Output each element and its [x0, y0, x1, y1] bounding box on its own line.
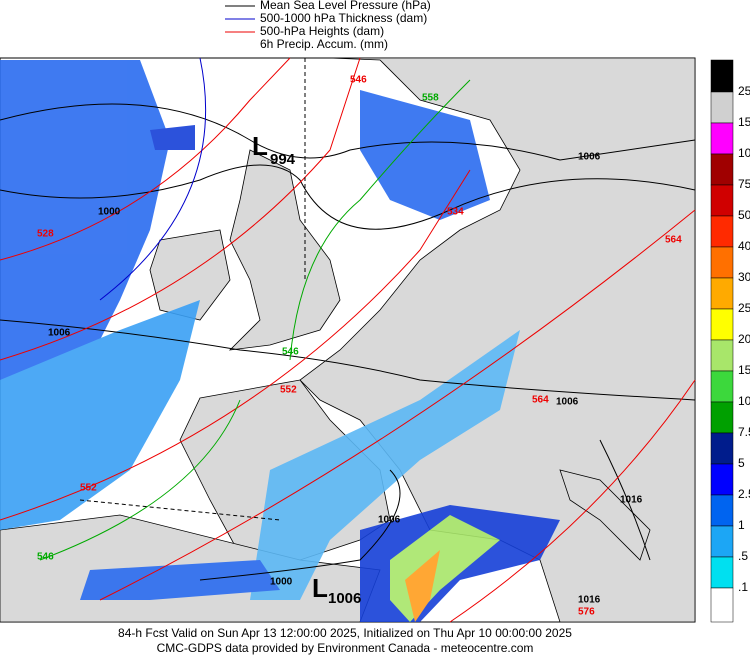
map-label: 1006	[556, 397, 579, 408]
colorbar-label: 2.5	[738, 487, 750, 501]
colorbar-swatch	[710, 215, 734, 248]
footer-text: CMC-GDPS data provided by Environment Ca…	[157, 641, 534, 655]
colorbar-label: 15	[738, 363, 750, 377]
land-ireland	[149, 229, 231, 321]
map-label: 546	[350, 75, 367, 86]
map-label: 558	[422, 93, 439, 104]
precip-area	[150, 125, 195, 150]
colorbar-label: 75	[738, 177, 750, 191]
precip-area	[80, 560, 280, 600]
colorbar-swatch	[710, 556, 734, 589]
map-label: 1006	[378, 515, 401, 526]
colorbar-label: 1	[738, 518, 745, 532]
map-label: 546	[37, 552, 54, 563]
map-label: 1016	[578, 595, 601, 606]
map-label: 528	[37, 229, 54, 240]
isobar	[599, 439, 651, 561]
thickness-line	[99, 57, 207, 301]
legend-label: 6h Precip. Accum. (mm)	[260, 37, 388, 51]
legend-label: 500-hPa Heights (dam)	[260, 24, 384, 38]
map-label: 564	[665, 235, 682, 246]
colorbar-label: 10	[738, 394, 750, 408]
colorbar-swatch	[710, 525, 734, 558]
colorbar-label: .1	[738, 580, 748, 594]
precip-area	[0, 60, 170, 440]
isobar	[199, 469, 401, 581]
legend-label: Mean Sea Level Pressure (hPa)	[260, 0, 431, 12]
colorbar-swatch	[710, 432, 734, 465]
colorbar-swatch	[710, 463, 734, 496]
precipitation	[0, 60, 560, 622]
height-line	[449, 379, 696, 623]
colorbar-swatch	[710, 494, 734, 527]
colorbar-swatch	[710, 370, 734, 403]
map-label: 1016	[620, 495, 643, 506]
colorbar: 250 150 100 75 50 40 30 25 20 15 10 7.5 5 2.5 1 .5 .1	[710, 59, 750, 623]
colorbar-label: 25	[738, 301, 750, 315]
map-label: 564	[532, 395, 549, 406]
precip-area	[250, 330, 520, 600]
colorbar-label: 250	[738, 84, 750, 98]
colorbar-label: 150	[738, 115, 750, 129]
colorbar-label: 20	[738, 332, 750, 346]
colorbar-swatch	[710, 184, 734, 217]
colorbar-label: 30	[738, 270, 750, 284]
colorbar-label: .5	[738, 549, 748, 563]
colorbar-swatch	[710, 59, 734, 93]
map-label: 1006	[578, 152, 601, 163]
map-label: 534	[447, 207, 464, 218]
colorbar-label: 40	[738, 239, 750, 253]
colorbar-swatch	[710, 91, 734, 124]
isobar	[0, 164, 696, 230]
legend-label: 500-1000 hPa Thickness (dam)	[260, 11, 427, 25]
colorbar-swatch	[710, 308, 734, 341]
colorbar-swatch	[710, 339, 734, 372]
isobar	[0, 103, 696, 161]
colorbar-label: 7.5	[738, 425, 750, 439]
height-line	[0, 169, 471, 521]
height-line	[99, 209, 696, 601]
map-label: 1006	[48, 328, 71, 339]
map-label: 552	[280, 385, 297, 396]
map-label: 1000	[270, 577, 293, 588]
precip-area	[0, 300, 200, 530]
footer-text: 84-h Fcst Valid on Sun Apr 13 12:00:00 2…	[118, 626, 572, 640]
map-label: L	[312, 573, 328, 603]
thickness-line	[39, 399, 241, 561]
colorbar-swatch	[710, 401, 734, 434]
precip-area	[360, 90, 490, 220]
map-label: 994	[270, 151, 296, 168]
map-label: 1006	[328, 590, 361, 607]
map-label: 552	[80, 483, 97, 494]
colorbar-swatch	[710, 153, 734, 186]
colorbar-label: 5	[738, 456, 745, 470]
map-label: 546	[282, 347, 299, 358]
land-italy	[559, 469, 651, 561]
colorbar-swatch	[710, 277, 734, 310]
map-label: L	[252, 131, 268, 161]
height-line	[0, 57, 291, 261]
colorbar-swatch	[710, 246, 734, 279]
thickness-line	[289, 79, 471, 361]
map-label: 1000	[98, 207, 121, 218]
border	[79, 499, 281, 521]
isobar	[0, 319, 696, 401]
land-britain	[228, 149, 341, 351]
colorbar-swatch	[710, 587, 734, 623]
legend: Mean Sea Level Pressure (hPa)500-1000 hP…	[225, 0, 431, 51]
colorbar-label: 50	[738, 208, 750, 222]
precip-area	[405, 550, 440, 622]
map-label: 576	[578, 607, 595, 618]
colorbar-swatch	[710, 122, 734, 155]
colorbar-label: 100	[738, 146, 750, 160]
